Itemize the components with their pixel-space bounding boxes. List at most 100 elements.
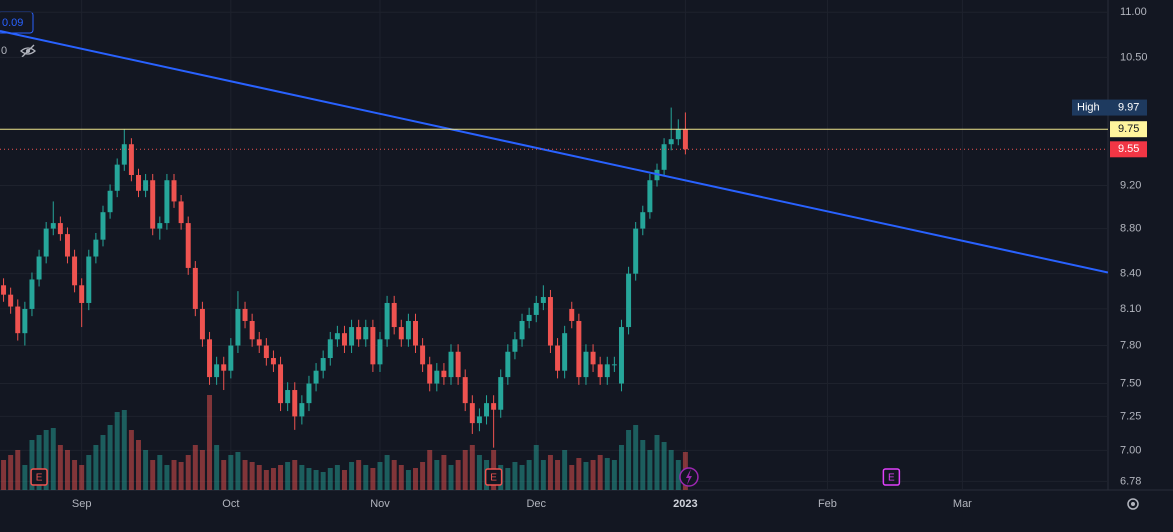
volume-bar [313,470,319,490]
volume-bar [36,435,42,490]
candle-body [50,223,56,229]
volume-bar [214,445,220,490]
candle-body [590,351,596,365]
high-label: High [1077,101,1100,113]
candle-body [341,333,347,346]
candle-body [207,339,213,378]
candle-body [57,223,63,235]
y-tick-label: 11.00 [1120,6,1147,18]
volume-bar [306,468,312,490]
volume-bar [420,462,426,490]
volume-bar [143,450,149,490]
candle-body [221,364,227,371]
candle-body [533,302,539,315]
candle-body [199,308,205,340]
volume-bar [235,452,241,490]
candle-body [377,339,383,365]
candle-body [363,327,369,340]
volume-bar [114,412,120,490]
volume-bar [604,458,610,490]
volume-bar [654,435,660,490]
candle-body [214,364,220,378]
candle-body [320,358,326,371]
volume-bar [341,470,347,490]
volume-bar [647,450,653,490]
volume-bar [164,465,170,490]
volume-bar [249,462,255,490]
volume-bar [270,468,276,490]
indicator-value: 0.09 [2,17,23,29]
volume-bar [640,440,646,490]
volume-bar [363,465,369,490]
candle-body [597,364,603,378]
volume-bar [476,455,482,490]
volume-bar [178,462,184,490]
candle-body [114,164,120,191]
volume-bar [626,430,632,490]
volume-bar [128,430,134,490]
volume-bar [540,460,546,490]
candle-body [36,256,42,280]
candle-body [455,351,461,378]
candle-body [72,256,78,286]
candle-body [349,327,355,346]
candle-body [434,370,440,384]
volume-bar [256,465,262,490]
candle-body [611,364,617,366]
volume-bar [391,460,397,490]
candle-body [192,267,198,309]
volume-bar [299,465,305,490]
volume-bar [590,460,596,490]
settings-icon[interactable] [1127,498,1139,510]
candle-body [618,327,624,384]
candle-body [143,180,149,191]
event-icon-bolt [685,469,692,485]
volume-bar [199,450,205,490]
volume-bar [526,460,532,490]
candle-body [441,370,447,378]
candle-body [391,302,397,328]
volume-bar [192,445,198,490]
candle-body [93,239,99,257]
volume-bar [398,465,404,490]
last-price-label: 9.55 [1118,143,1139,155]
volume-bar [377,462,383,490]
candle-body [370,327,376,365]
volume-bar [356,460,362,490]
volume-bar [611,460,617,490]
candle-body [292,390,298,417]
volume-bar [576,458,582,490]
volume-bar [434,460,440,490]
candle-body [327,339,333,359]
candle-body [356,327,362,340]
volume-bar [242,460,248,490]
y-tick-label: 7.00 [1120,444,1141,456]
candle-body [398,327,404,340]
x-tick-label: Nov [370,498,390,510]
candle-body [171,180,177,202]
candle-body [526,314,532,321]
candle-body [164,180,170,224]
candle-body [242,308,248,321]
volume-bar [29,440,35,490]
candle-body [562,333,568,371]
earnings-marker [30,468,48,486]
volume-bar [547,455,553,490]
candle-body [668,139,674,145]
volume-bar [150,460,156,490]
y-tick-label: 8.10 [1120,303,1141,315]
volume-bar [320,472,326,490]
candle-body [15,306,21,334]
candle-body [647,180,653,213]
eye-icon[interactable] [20,44,36,58]
candle-body [270,358,276,365]
volume-bar [462,450,468,490]
candle-body [626,273,632,328]
volume-bar [185,455,191,490]
hline-label-box [1110,121,1147,138]
earnings-marker [882,468,901,486]
candle-body [64,234,70,257]
candle-body [576,320,582,378]
